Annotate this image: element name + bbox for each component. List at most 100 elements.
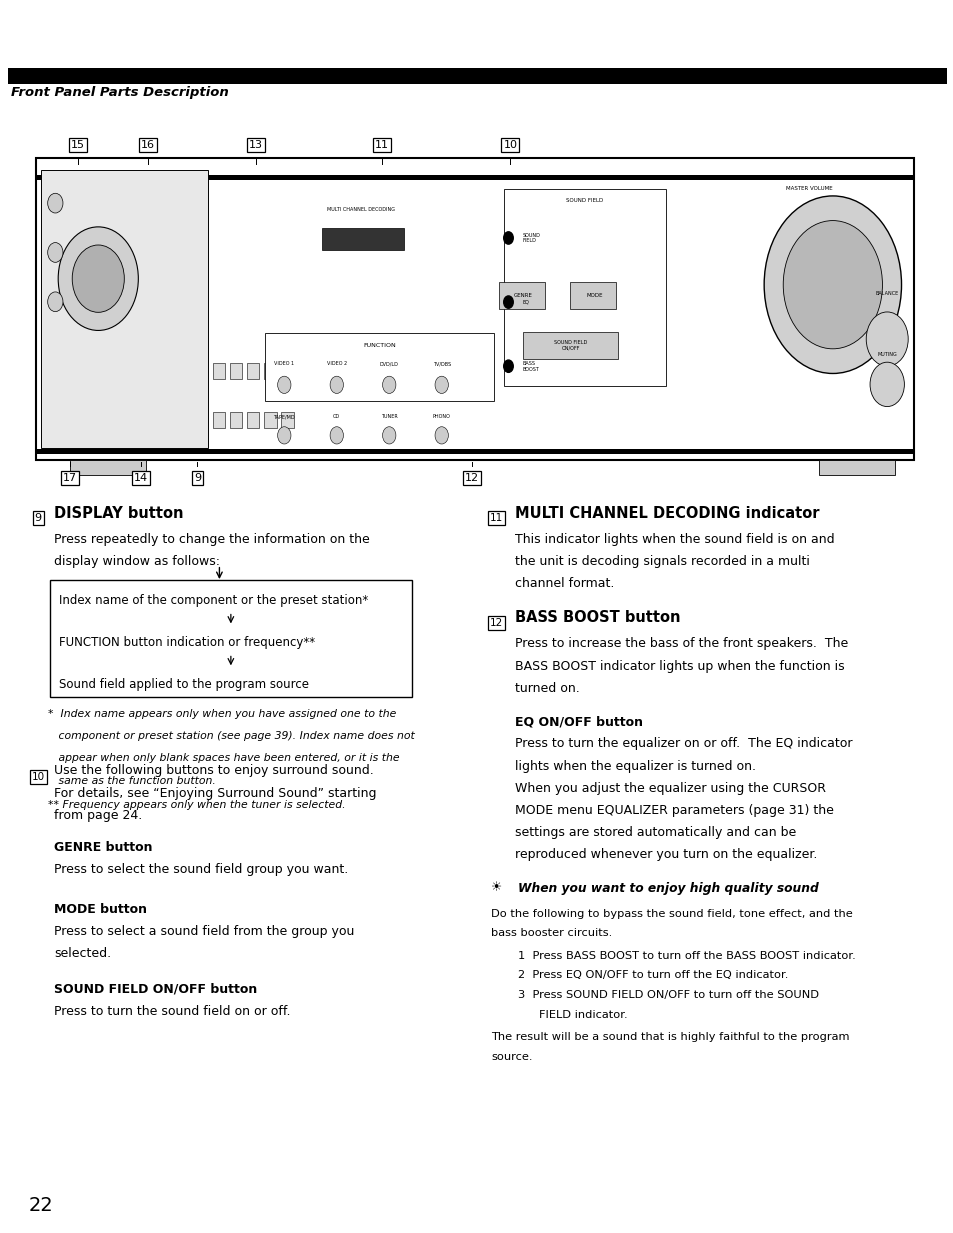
- Text: TV/DBS: TV/DBS: [433, 361, 450, 366]
- Circle shape: [382, 427, 395, 444]
- Text: lights when the equalizer is turned on.: lights when the equalizer is turned on.: [515, 760, 756, 773]
- Circle shape: [435, 427, 448, 444]
- Bar: [213, 412, 225, 428]
- Text: reproduced whenever you turn on the equalizer.: reproduced whenever you turn on the equa…: [515, 848, 817, 862]
- Text: Press repeatedly to change the information on the: Press repeatedly to change the informati…: [54, 533, 370, 546]
- Text: Press to select the sound field group you want.: Press to select the sound field group yo…: [54, 863, 348, 877]
- Circle shape: [48, 292, 63, 312]
- Text: SOUND FIELD: SOUND FIELD: [565, 199, 603, 203]
- Circle shape: [48, 243, 63, 263]
- Text: the unit is decoding signals recorded in a multi: the unit is decoding signals recorded in…: [515, 555, 809, 568]
- Text: ** Frequency appears only when the tuner is selected.: ** Frequency appears only when the tuner…: [48, 800, 345, 810]
- Bar: [230, 412, 242, 428]
- Text: Press to turn the equalizer on or off.  The EQ indicator: Press to turn the equalizer on or off. T…: [515, 737, 852, 751]
- Text: SOUND FIELD ON/OFF button: SOUND FIELD ON/OFF button: [54, 983, 257, 996]
- Circle shape: [72, 245, 124, 312]
- Text: 10: 10: [31, 772, 45, 782]
- Bar: [36, 449, 913, 454]
- Bar: [281, 363, 294, 380]
- Text: 15: 15: [71, 141, 85, 150]
- Circle shape: [869, 363, 903, 407]
- Text: from page 24.: from page 24.: [54, 809, 143, 822]
- Text: When you want to enjoy high quality sound: When you want to enjoy high quality soun…: [517, 882, 818, 895]
- Text: For details, see “Enjoying Surround Sound” starting: For details, see “Enjoying Surround Soun…: [54, 787, 376, 800]
- Text: Sound field applied to the program source: Sound field applied to the program sourc…: [59, 678, 309, 692]
- Text: BASS BOOST button: BASS BOOST button: [515, 610, 679, 625]
- Text: 3  Press SOUND FIELD ON/OFF to turn off the SOUND: 3 Press SOUND FIELD ON/OFF to turn off t…: [517, 990, 819, 1000]
- Bar: [522, 332, 618, 359]
- Text: The result will be a sound that is highly faithful to the program: The result will be a sound that is highl…: [491, 1032, 849, 1042]
- Text: GENRE: GENRE: [513, 293, 532, 298]
- Text: *  Index name appears only when you have assigned one to the: * Index name appears only when you have …: [48, 709, 395, 719]
- Bar: [50, 580, 412, 697]
- Text: appear when only blank spaces have been entered, or it is the: appear when only blank spaces have been …: [48, 753, 399, 763]
- Text: SOUND FIELD
ON/OFF: SOUND FIELD ON/OFF: [554, 340, 586, 350]
- Text: 11: 11: [375, 141, 388, 150]
- Text: TAPE/MD: TAPE/MD: [274, 414, 294, 419]
- Circle shape: [58, 227, 138, 330]
- Circle shape: [503, 296, 513, 308]
- Text: VIDEO 1: VIDEO 1: [274, 361, 294, 366]
- Bar: [36, 175, 913, 180]
- Text: SOUND
FIELD: SOUND FIELD: [522, 233, 540, 243]
- Text: MULTI CHANNEL DECODING indicator: MULTI CHANNEL DECODING indicator: [515, 506, 819, 520]
- Text: 12: 12: [465, 473, 478, 483]
- Text: TUNER: TUNER: [380, 414, 397, 419]
- Bar: [230, 363, 242, 380]
- Bar: [265, 333, 494, 401]
- Text: MODE menu EQUALIZER parameters (page 31) the: MODE menu EQUALIZER parameters (page 31)…: [515, 804, 833, 817]
- Circle shape: [503, 232, 513, 244]
- Text: ☀: ☀: [491, 882, 502, 895]
- Text: MUTING: MUTING: [877, 351, 896, 356]
- Text: CD: CD: [333, 414, 340, 419]
- Text: BALANCE: BALANCE: [875, 291, 898, 296]
- Text: Do the following to bypass the sound field, tone effect, and the: Do the following to bypass the sound fie…: [491, 909, 852, 919]
- Text: MULTI CHANNEL DECODING: MULTI CHANNEL DECODING: [326, 207, 395, 212]
- Text: EQ ON/OFF button: EQ ON/OFF button: [515, 715, 642, 729]
- Text: 22: 22: [29, 1196, 53, 1215]
- Bar: [503, 189, 665, 386]
- Text: 13: 13: [249, 141, 262, 150]
- Text: VIDEO 2: VIDEO 2: [326, 361, 347, 366]
- Text: MODE: MODE: [585, 293, 602, 298]
- Circle shape: [865, 312, 907, 366]
- Bar: [322, 228, 403, 250]
- Text: Press to turn the sound field on or off.: Press to turn the sound field on or off.: [54, 1005, 291, 1018]
- Text: Front Panel Parts Description: Front Panel Parts Description: [11, 86, 229, 100]
- Text: FUNCTION: FUNCTION: [363, 343, 395, 348]
- Text: BASS BOOST indicator lights up when the function is: BASS BOOST indicator lights up when the …: [515, 660, 844, 673]
- Text: same as the function button.: same as the function button.: [48, 776, 215, 785]
- Text: 17: 17: [63, 473, 76, 483]
- Bar: [818, 460, 894, 475]
- Text: component or preset station (see page 39). Index name does not: component or preset station (see page 39…: [48, 731, 414, 741]
- Text: 14: 14: [134, 473, 148, 483]
- Text: EQ: EQ: [522, 300, 529, 305]
- Bar: [264, 412, 276, 428]
- Text: DVD/LD: DVD/LD: [379, 361, 398, 366]
- Text: MODE button: MODE button: [54, 903, 147, 916]
- Text: When you adjust the equalizer using the CURSOR: When you adjust the equalizer using the …: [515, 782, 825, 795]
- Circle shape: [763, 196, 901, 374]
- Bar: [570, 282, 616, 309]
- Circle shape: [382, 376, 395, 393]
- Text: settings are stored automatically and can be: settings are stored automatically and ca…: [515, 826, 796, 840]
- Text: channel format.: channel format.: [515, 577, 614, 591]
- Text: 10: 10: [503, 141, 517, 150]
- Bar: [41, 170, 208, 448]
- Text: 2  Press EQ ON/OFF to turn off the EQ indicator.: 2 Press EQ ON/OFF to turn off the EQ ind…: [517, 970, 787, 980]
- Bar: [36, 158, 913, 460]
- Text: display window as follows:: display window as follows:: [54, 555, 220, 568]
- Bar: [247, 412, 259, 428]
- Text: 1  Press BASS BOOST to turn off the BASS BOOST indicator.: 1 Press BASS BOOST to turn off the BASS …: [517, 951, 855, 961]
- Text: selected.: selected.: [54, 947, 112, 961]
- Text: Press to select a sound field from the group you: Press to select a sound field from the g…: [54, 925, 355, 938]
- Text: Press to increase the bass of the front speakers.  The: Press to increase the bass of the front …: [515, 637, 847, 651]
- Bar: [281, 412, 294, 428]
- Text: GENRE button: GENRE button: [54, 841, 152, 854]
- Text: 9: 9: [193, 473, 201, 483]
- Text: DISPLAY button: DISPLAY button: [54, 506, 184, 520]
- Text: bass booster circuits.: bass booster circuits.: [491, 928, 612, 938]
- Bar: [498, 282, 544, 309]
- Text: 16: 16: [141, 141, 154, 150]
- Text: 9: 9: [34, 513, 42, 523]
